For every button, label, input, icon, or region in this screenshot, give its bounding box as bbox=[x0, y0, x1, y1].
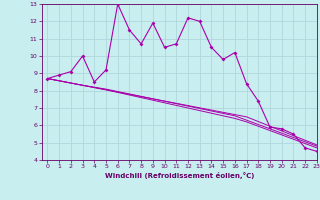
X-axis label: Windchill (Refroidissement éolien,°C): Windchill (Refroidissement éolien,°C) bbox=[105, 172, 254, 179]
